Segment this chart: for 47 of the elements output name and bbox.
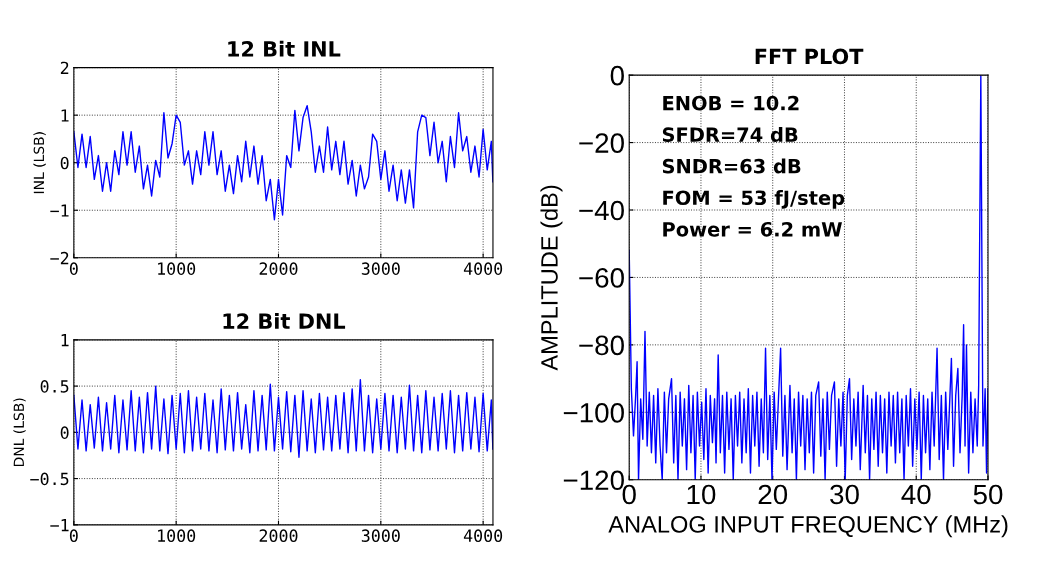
x-tick-label: 1000: [158, 262, 196, 275]
y-tick-label: 1: [61, 109, 69, 122]
y-tick-label: −100: [563, 402, 624, 423]
x-tick-label: 3000: [361, 529, 400, 542]
x-tick-label: 40: [901, 484, 931, 505]
annotation: SNDR=63 dB: [662, 158, 801, 174]
annotation: ENOB = 10.2: [663, 95, 799, 111]
x-tick-label: 4000: [463, 262, 503, 275]
y-tick-label: 1: [61, 334, 69, 347]
x-tick-label: 4000: [463, 529, 503, 542]
y-tick-label: 0: [60, 156, 69, 170]
y-tick-label: 0: [610, 65, 624, 86]
x-tick-label: 20: [758, 484, 788, 505]
chart-title: FFT PLOT: [755, 48, 864, 65]
y-tick-label: −60: [579, 268, 624, 288]
y-tick-label: 0: [60, 426, 69, 439]
x-tick-label: 2000: [259, 529, 298, 542]
y-tick-label: −1: [50, 519, 69, 532]
x-tick-label: 30: [830, 484, 859, 505]
y-tick-label: −40: [579, 200, 624, 221]
x-tick-label: 3000: [361, 262, 400, 275]
x-tick-label: 2000: [259, 262, 298, 275]
y-tick-label: −1: [50, 204, 69, 217]
line-series: [73, 378, 493, 459]
y-tick-label: −0.5: [30, 472, 69, 486]
y-tick-label: 0.5: [40, 380, 69, 393]
line-series: [629, 75, 988, 480]
x-tick-label: 0: [69, 262, 78, 275]
x-axis-title: ANALOG INPUT FREQUENCY (MHz): [608, 515, 1008, 538]
y-tick-label: −120: [563, 470, 624, 491]
line-series: [73, 104, 493, 221]
x-tick-label: 50: [973, 484, 1003, 505]
y-tick-label: −80: [579, 335, 624, 356]
chart-title: 12 Bit INL: [228, 40, 341, 57]
x-tick-label: 0: [69, 529, 78, 542]
y-axis-title: DNL (LSB): [13, 398, 26, 467]
x-tick-label: 10: [687, 484, 716, 505]
annotation: SFDR=74 dB: [662, 126, 798, 142]
y-axis-title: AMPLITUDE (dB): [540, 185, 563, 371]
y-tick-label: −20: [579, 133, 624, 153]
annotation: FOM = 53 fJ/step: [663, 190, 845, 209]
y-tick-label: −2: [50, 251, 69, 265]
x-tick-label: 1000: [158, 529, 196, 542]
y-tick-label: 2: [60, 61, 69, 74]
annotation: Power = 6.2 mW: [663, 221, 842, 237]
y-axis-title: INL (LSB): [33, 132, 46, 194]
chart-title: 12 Bit DNL: [223, 312, 346, 329]
